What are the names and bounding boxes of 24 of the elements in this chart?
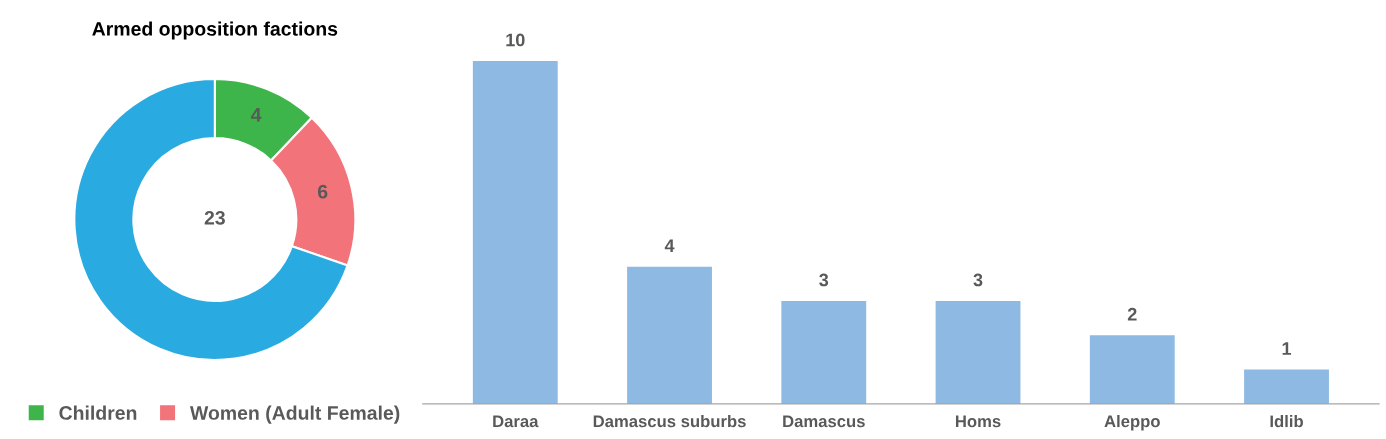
x-tick-label: Idlib — [1270, 414, 1303, 428]
bar — [935, 301, 1021, 404]
legend-label: Women (Adult Female) — [189, 405, 400, 424]
x-tick-label: Daraa — [493, 415, 539, 428]
bar — [472, 61, 558, 404]
bar — [627, 266, 712, 404]
data-label: 10 — [506, 33, 525, 47]
data-label: 6 — [317, 184, 328, 199]
data-label: 2 — [1127, 307, 1137, 321]
data-label: 23 — [204, 210, 225, 225]
x-tick-label: Damascus — [783, 415, 865, 428]
x-tick-label: Damascus suburbs — [593, 414, 746, 428]
x-tick-label: Homs — [955, 415, 1001, 428]
data-label: 1 — [1282, 342, 1292, 355]
bar — [781, 301, 867, 404]
data-label: 4 — [664, 239, 675, 252]
legend-label: Children — [59, 405, 137, 420]
data-label: 3 — [819, 273, 829, 287]
bar — [1244, 369, 1329, 404]
chart-title: Armed opposition factions — [92, 21, 338, 40]
bar — [1089, 335, 1175, 404]
x-tick-label: Aleppo — [1104, 414, 1160, 431]
data-label: 3 — [973, 273, 983, 287]
data-label: 4 — [250, 108, 262, 122]
